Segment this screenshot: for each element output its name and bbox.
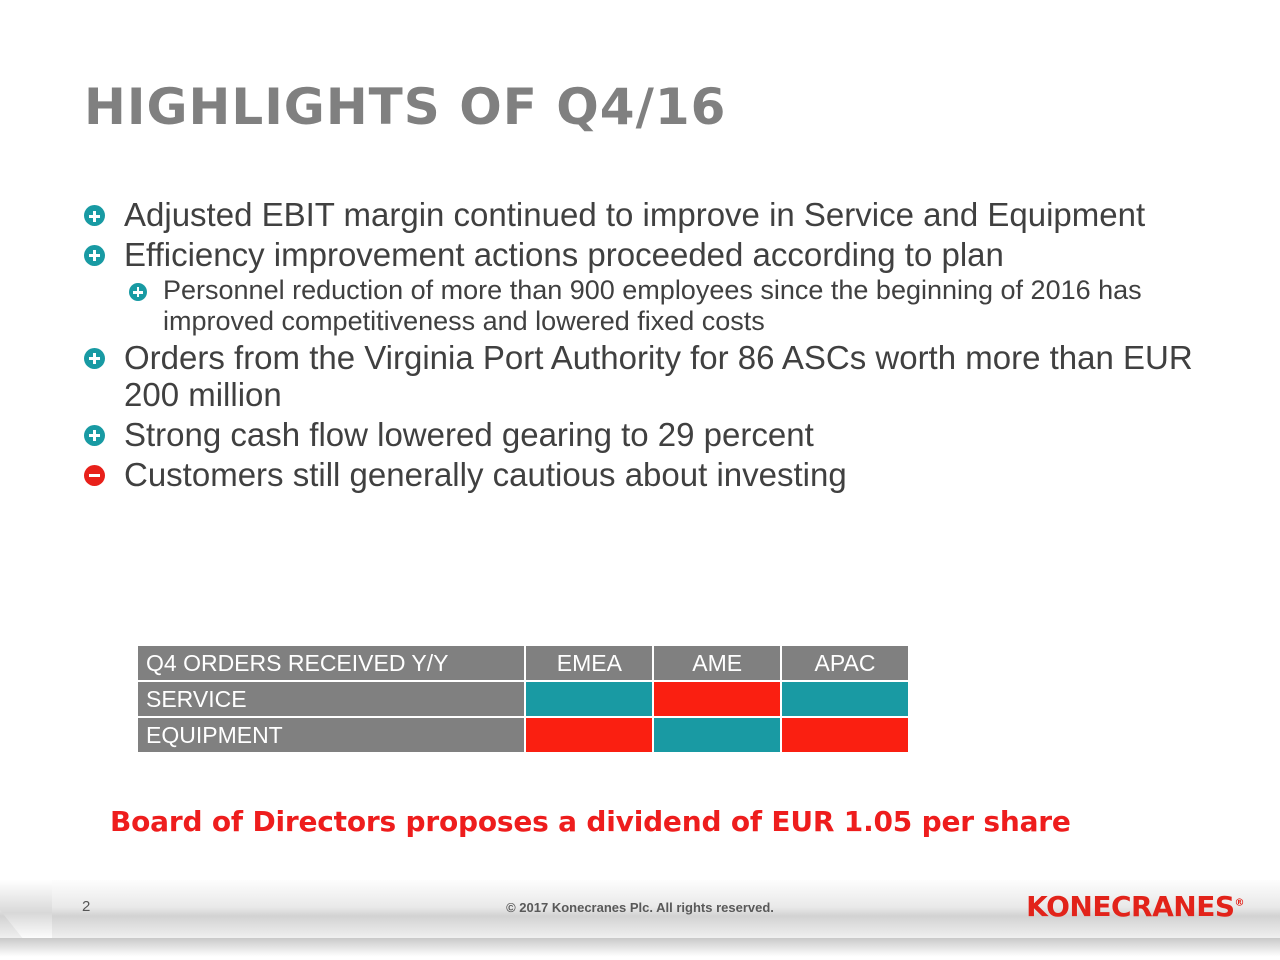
copyright-text: © 2017 Konecranes Plc. All rights reserv… [506, 900, 774, 915]
logo-part-2: C [1110, 890, 1132, 923]
table-row-label-service: SERVICE [138, 682, 525, 716]
list-item-label: Adjusted EBIT margin continued to improv… [124, 196, 1146, 233]
table-row: SERVICE [138, 682, 908, 716]
logo-trademark: ® [1234, 897, 1245, 909]
plus-circle-icon [84, 244, 105, 266]
table-header-apac: APAC [782, 646, 908, 680]
table-header-emea: EMEA [526, 646, 653, 680]
minus-circle-icon [84, 464, 105, 486]
orders-received-table: Q4 ORDERS RECEIVED Y/Y EMEA AME APAC SER… [136, 644, 910, 754]
plus-circle-icon [129, 283, 147, 302]
table-header-ame: AME [654, 646, 781, 680]
list-item-sub: Personnel reduction of more than 900 emp… [84, 275, 1214, 337]
status-cell-service-emea [526, 682, 653, 716]
list-item: Customers still generally cautious about… [84, 456, 1214, 494]
list-item: Adjusted EBIT margin continued to improv… [84, 196, 1214, 234]
footer-bar [0, 880, 1280, 940]
page-title: HIGHLIGHTS OF Q4/16 [84, 78, 727, 136]
table-row: EQUIPMENT [138, 718, 908, 752]
status-cell-equipment-apac [782, 718, 908, 752]
dividend-note: Board of Directors proposes a dividend o… [110, 805, 1071, 838]
list-item-label: Orders from the Virginia Port Authority … [124, 338, 1193, 414]
list-item-label: Strong cash flow lowered gearing to 29 p… [124, 415, 814, 453]
list-item-label: Efficiency improvement actions proceeded… [124, 235, 1004, 273]
status-cell-service-apac [782, 682, 908, 716]
bullet-list: Adjusted EBIT margin continued to improv… [84, 196, 1214, 495]
logo-part-1: KONE [1026, 890, 1111, 923]
page-number: 2 [82, 898, 91, 915]
status-cell-equipment-ame [654, 718, 781, 752]
list-item: Strong cash flow lowered gearing to 29 p… [84, 416, 1214, 454]
status-cell-service-ame [654, 682, 781, 716]
list-item: Efficiency improvement actions proceeded… [84, 236, 1214, 274]
plus-circle-icon [84, 424, 105, 446]
konecranes-logo: KONECRANES® [1026, 890, 1244, 923]
plus-circle-icon [84, 205, 105, 226]
status-cell-equipment-emea [526, 718, 653, 752]
list-item: Orders from the Virginia Port Authority … [84, 339, 1214, 414]
logo-part-3: RANES [1131, 890, 1235, 923]
table-row-header: Q4 ORDERS RECEIVED Y/Y EMEA AME APAC [138, 646, 908, 680]
list-item-label: Personnel reduction of more than 900 emp… [163, 275, 1142, 336]
table-header-metric: Q4 ORDERS RECEIVED Y/Y [138, 646, 525, 680]
list-item-label: Customers still generally cautious about… [124, 455, 847, 493]
table-row-label-equipment: EQUIPMENT [138, 718, 525, 752]
plus-circle-icon [84, 347, 105, 369]
footer-shadow [0, 938, 1280, 960]
